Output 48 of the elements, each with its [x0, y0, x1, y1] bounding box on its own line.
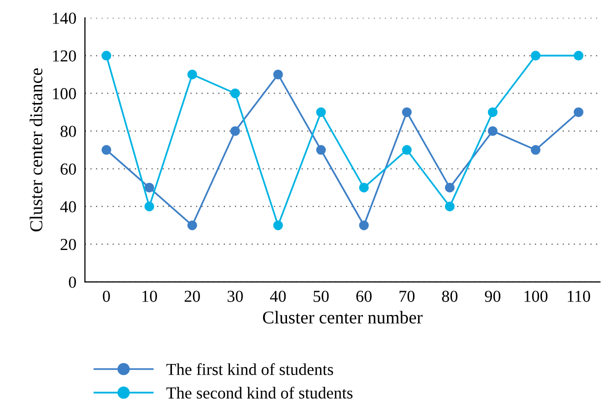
point	[444, 202, 455, 212]
point	[273, 220, 283, 230]
point	[488, 107, 498, 118]
y-tick-label: 0	[68, 276, 76, 288]
y-tick-label: 60	[60, 163, 76, 175]
x-tick-label: 40	[270, 290, 286, 302]
y-tick-label: 100	[53, 88, 76, 100]
x-tick-label: 0	[102, 290, 110, 302]
y-tick-label: 140	[53, 12, 76, 24]
x-tick-label: 80	[442, 290, 458, 302]
x-tick-label: 110	[568, 290, 590, 302]
legend-label: The second kind of students	[166, 386, 352, 399]
point	[187, 220, 198, 230]
x-tick-label: 100	[524, 290, 548, 302]
x-axis-title: Cluster center number	[262, 310, 423, 324]
point	[144, 182, 154, 192]
x-tick-label: 50	[314, 290, 329, 302]
y-tick-label: 40	[60, 201, 76, 212]
point	[102, 145, 112, 155]
y-tick-label: 120	[53, 50, 76, 62]
x-tick-label: 10	[142, 290, 158, 302]
x-tick-label: 30	[228, 290, 243, 302]
point	[574, 107, 584, 118]
point	[530, 50, 540, 60]
point	[444, 182, 455, 192]
x-tick-label: 70	[400, 290, 415, 302]
point	[230, 88, 240, 98]
point	[574, 50, 584, 60]
point	[359, 182, 369, 192]
x-tick-label: 90	[484, 290, 500, 302]
point	[402, 145, 412, 155]
point	[316, 107, 326, 118]
point	[488, 126, 498, 136]
legend-label: The first kind of students	[166, 363, 334, 376]
point	[102, 50, 112, 60]
point	[402, 107, 412, 118]
point	[144, 202, 154, 212]
point	[316, 145, 326, 155]
point	[530, 145, 540, 155]
y-axis-title: Cluster center distance	[30, 68, 42, 232]
y-tick-label: 20	[60, 238, 76, 250]
point	[359, 220, 369, 230]
point	[273, 70, 283, 80]
point	[230, 126, 240, 136]
x-tick-label: 60	[356, 290, 372, 302]
point	[187, 70, 198, 80]
y-tick-label: 80	[60, 126, 76, 138]
x-tick-label: 20	[184, 290, 200, 302]
